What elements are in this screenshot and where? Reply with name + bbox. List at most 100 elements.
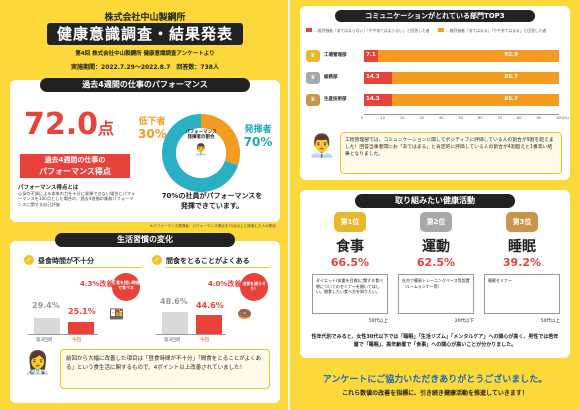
legend-high-text: …被評価者「あてはまる」「ややあてはまる」と回答した者	[446, 28, 547, 33]
dept-row: ♛ 総務部 14.3 85.7	[306, 70, 564, 86]
communication-chart: ♛ 工場管理部 7.1 92.9 ♛ 総務部 14.3 85.7 ♛ 生産技術部 14.3 85.7 0…	[306, 44, 569, 124]
comm-axis-tick: 80	[517, 116, 522, 120]
legend-low-text: …既評価者「あてはまらない」「ややあてはまらない」と回答した者	[314, 28, 430, 33]
habit-snack-change: 4.0%改善!	[208, 280, 245, 288]
comm-axis: 0 10 20 30 40 50 60 70 80 90 100(%)	[361, 114, 569, 122]
comm-axis-tick: 40	[439, 116, 444, 120]
habit-lunch-title: 昼食時間が不十分	[38, 257, 94, 265]
habit-snack-badge: 間食を減らそう！	[240, 273, 268, 301]
dept-high-value: 92.9	[504, 52, 518, 58]
rank-crown-icon: ♛	[306, 50, 320, 62]
legend-low: …既評価者「あてはまらない」「ややあてはまらない」と回答した者	[306, 28, 431, 34]
check-icon: ✓	[24, 255, 34, 265]
dept-row: ♛ 工場管理部 7.1 92.9	[306, 48, 564, 64]
donut-center-label: パフォーマンス 発揮者の割合 👨‍💼	[178, 130, 224, 156]
activity-age: 50代以上	[368, 319, 388, 324]
performance-section-title: 過去4週間の仕事のパフォーマンス	[40, 78, 250, 92]
right-page: コミュニケーションがとれている部門TOP3 …既評価者「あてはまらない」「ややあ…	[290, 0, 580, 410]
comm-axis-tick: 0	[361, 116, 364, 120]
snack-prev-bar	[162, 312, 188, 334]
thanks-message: アンケートにご協力いただきありがとうございました。 これら数値の改善を指標に、引…	[290, 372, 580, 397]
legend-high-swatch	[438, 28, 444, 32]
performance-note: 70%の社員がパフォーマンスを 発揮できています。	[148, 192, 276, 212]
lunch-prev-label: 第3回目	[36, 338, 53, 343]
left-page: 株式会社中山製鋼所 健康意識調査・結果発表 第4回 株式会社中山製鋼所 健康意識…	[0, 0, 290, 410]
activity-item: 第3位 睡眠 39.2% 睡眠セミナー 50代以上	[482, 212, 562, 330]
activity-name: 睡眠	[508, 239, 536, 255]
habit-lunch-badge: 昼食を短い時間で食べる	[112, 273, 140, 301]
dept-low-value: 7.1	[366, 52, 376, 58]
dept-high-bar	[391, 94, 559, 106]
dept-high-value: 85.7	[504, 96, 518, 102]
habit-snack: ✓ 間食をとることがよくある 間食を減らそう！ 4.0%改善! 🍩 48.6% …	[152, 255, 270, 343]
dept-row: ♛ 生産技術部 14.3 85.7	[306, 92, 564, 108]
page-title: 健康意識調査・結果発表	[47, 23, 243, 45]
comm-axis-tick: 100(%)	[556, 116, 569, 120]
performance-score: 72.0点	[24, 110, 114, 144]
manager-icon: 👨‍💼	[308, 134, 336, 159]
dept-name: 生産技術部	[324, 97, 347, 102]
dept-low-bar	[364, 50, 378, 62]
score-caption-line1: 過去4週間の仕事の	[44, 156, 106, 164]
performance-footnote: ※パフォーマンス発揮者：パフォーマンス得点を70点以上と評価した人の割合	[150, 224, 277, 228]
comm-axis-tick: 50	[458, 116, 463, 120]
dept-low-bar	[364, 94, 392, 106]
performance-score-unit: 点	[98, 119, 115, 138]
dept-low-value: 14.3	[366, 96, 380, 102]
snack-prev-label: 第3回目	[164, 338, 181, 343]
activity-name: 食事	[336, 239, 364, 255]
habit-lunch-rule	[38, 267, 142, 268]
snack-icon: 🍩	[237, 307, 252, 321]
activity-pct: 66.5%	[330, 256, 370, 269]
high-performer-pct: 70%	[243, 135, 273, 149]
activity-desc: 睡眠セミナー	[484, 274, 560, 314]
score-note: パフォーマンス得点とは 心身の不調による本来の力を十分に発揮できない場合にパフォ…	[18, 183, 136, 207]
dept-high-bar	[377, 50, 559, 62]
rank-badge: 第1位	[334, 212, 366, 232]
communication-comment: 工程管理部では、コミュニケーションに関してポジティブに評価している人の割合が9割…	[340, 132, 562, 174]
dept-high-bar	[391, 72, 559, 84]
donut-center-line1: パフォーマンス	[185, 130, 217, 135]
activity-desc: ダイエット(体重を目標)に関する食べ物についてのセミナーを開いてほしい。間食した…	[312, 274, 388, 314]
habit-lunch-chart: 29.4% 25.1%	[28, 295, 98, 335]
score-caption-line2: パフォーマンス得点	[39, 167, 111, 176]
comm-axis-tick: 60	[478, 116, 483, 120]
snack-cur-value: 44.6%	[196, 301, 224, 310]
high-performer-label: 発揮者	[244, 125, 272, 135]
survey-period: 実施期間：2022.7.29〜2022.8.7 回答数：738人	[71, 64, 219, 71]
habit-lunch-change: 4.3%改善!	[80, 280, 117, 288]
thanks-line1: アンケートにご協力いただきありがとうございました。	[322, 375, 548, 385]
habits-card: ✓ 昼食時間が不十分 昼食を短い時間で食べる 4.3%改善! 🍱 29.4% 2…	[10, 241, 280, 403]
lunch-cur-bar	[68, 322, 94, 334]
comm-axis-tick: 30	[419, 116, 424, 120]
snack-cur-bar	[196, 315, 222, 334]
activity-age: 20代以下	[454, 319, 474, 324]
check-icon: ✓	[152, 255, 162, 265]
habits-section-title: 生活習慣の変化	[55, 233, 235, 247]
snack-prev-value: 48.6%	[160, 297, 188, 306]
company-name: 株式会社中山製鋼所	[104, 13, 186, 23]
rank-crown-icon: ♛	[306, 72, 320, 84]
performance-card: 過去4週間の仕事のパフォーマンス 72.0点 過去4週間の仕事の パフォーマンス…	[10, 78, 280, 222]
dept-low-value: 14.3	[366, 74, 380, 80]
habit-snack-chart: 48.6% 44.6%	[156, 295, 226, 335]
activity-item: 第2位 運動 62.5% 社内で簡易トレーニングベース等設置（ルームランナー等） 20代…	[396, 212, 476, 330]
low-performer-label: 低下者	[138, 117, 166, 127]
low-performer: 低下者 30%	[138, 114, 167, 141]
thanks-line2: これら数値の改善を指標に、引き続き健康活動を推進していきます！	[342, 390, 528, 397]
dept-high-value: 85.7	[504, 74, 518, 80]
score-note-title: パフォーマンス得点とは	[18, 185, 79, 191]
donut-low-segment	[162, 114, 240, 192]
dept-low-bar	[364, 72, 392, 84]
communication-card: コミュニケーションがとれている部門TOP3 …既評価者「あてはまらない」「ややあ…	[300, 6, 570, 180]
comm-axis-tick: 90	[536, 116, 541, 120]
rank-badge: 第3位	[506, 212, 538, 232]
survey-subtitle: 第4回 株式会社中山製鋼所 健康意識調査アンケートより	[75, 51, 215, 57]
rank-badge: 第2位	[420, 212, 452, 232]
habit-lunch: ✓ 昼食時間が不十分 昼食を短い時間で食べる 4.3%改善! 🍱 29.4% 2…	[24, 255, 142, 343]
snack-cur-label: 今回	[200, 338, 209, 343]
doctor-icon: 👩‍⚕️	[24, 351, 52, 376]
legend-high: …被評価者「あてはまる」「ややあてはまる」と回答した者	[438, 28, 566, 34]
activity-age: 50代以上	[540, 319, 560, 324]
lunch-cur-value: 25.1%	[68, 307, 96, 316]
